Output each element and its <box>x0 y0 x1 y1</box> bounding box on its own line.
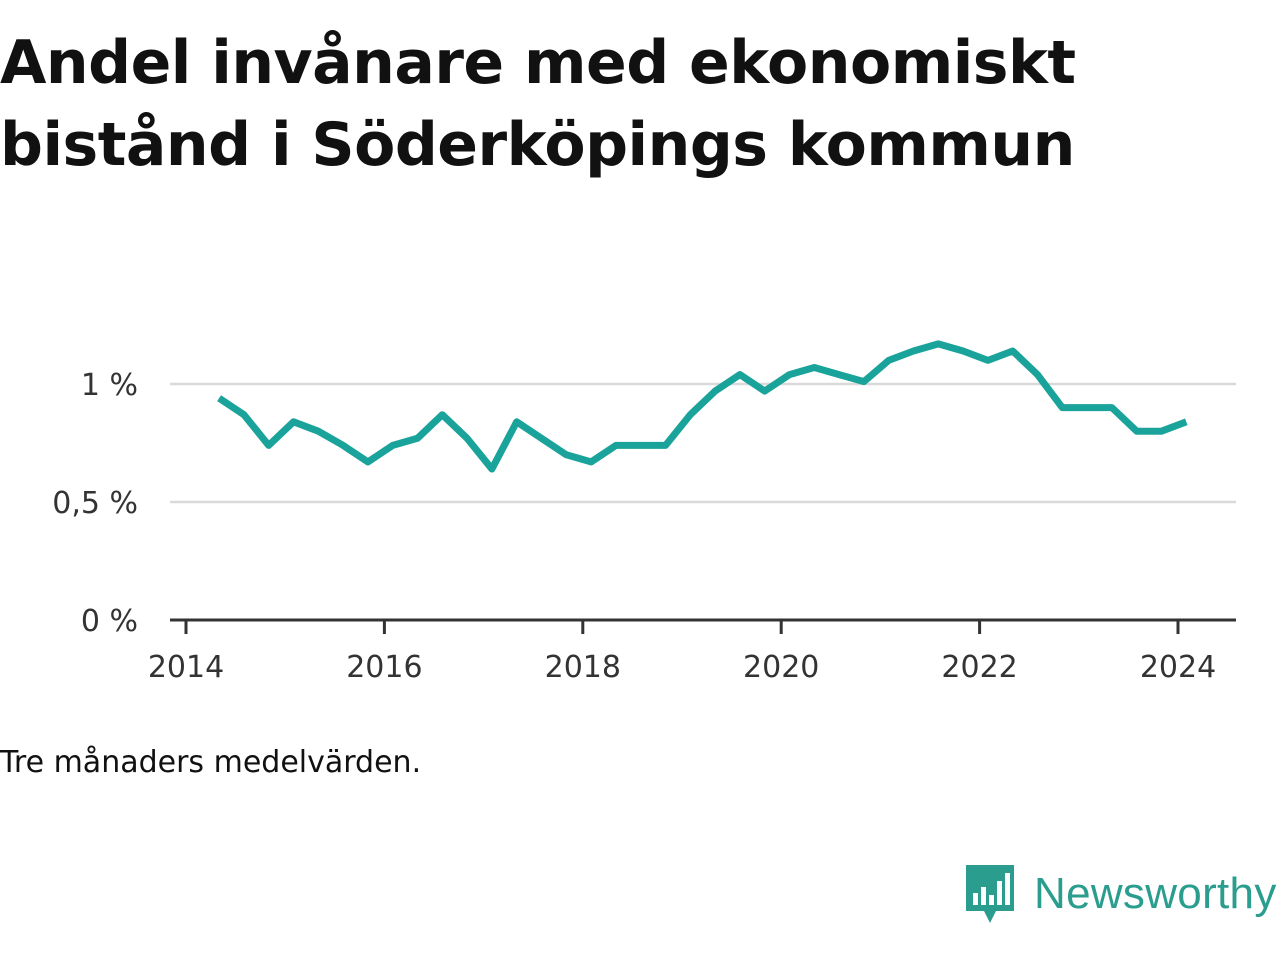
x-tick-label: 2014 <box>148 650 224 685</box>
x-tick-label: 2016 <box>346 650 422 685</box>
chart-note: Tre månaders medelvärden. <box>0 745 422 780</box>
newsworthy-logo-icon <box>966 865 1014 923</box>
brand-name: Newsworthy <box>1034 869 1277 918</box>
x-tick-label: 2024 <box>1140 650 1216 685</box>
x-tick-label: 2020 <box>743 650 819 685</box>
y-tick-label: 0 % <box>81 604 138 639</box>
series-line <box>217 340 1188 473</box>
newsworthy-brand[interactable]: Newsworthy <box>964 862 1277 926</box>
chart-title: Andel invånare med ekonomiskt bistånd i … <box>0 28 1076 180</box>
x-tick-label: 2022 <box>941 650 1017 685</box>
y-tick-label: 0,5 % <box>52 486 138 521</box>
x-tick-label: 2018 <box>545 650 621 685</box>
y-tick-label: 1 % <box>81 368 138 403</box>
